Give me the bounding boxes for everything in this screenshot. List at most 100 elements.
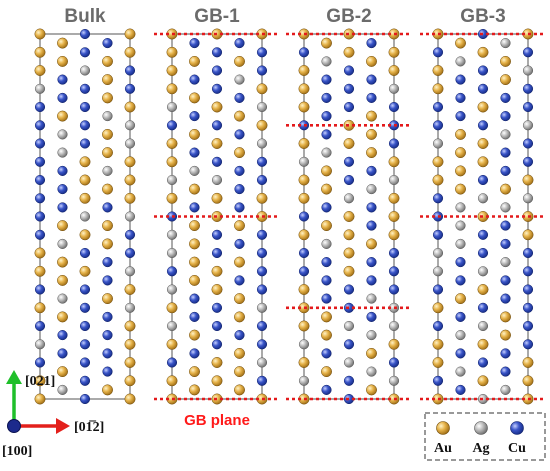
atom-au <box>321 165 332 177</box>
atom-cu <box>189 74 200 85</box>
atom-au <box>189 329 200 341</box>
gb-plane-label: GB plane <box>184 412 250 429</box>
atom-au <box>124 101 136 113</box>
atom-ag <box>366 293 377 304</box>
atom-cu <box>522 138 534 149</box>
atom-cu <box>298 266 310 277</box>
atom-cu <box>79 357 91 368</box>
atom-ag <box>343 193 355 204</box>
atom-cu <box>432 47 444 58</box>
atom-cu <box>234 275 245 286</box>
atom-ag <box>366 330 377 341</box>
atom-ag <box>166 101 178 113</box>
atom-au <box>34 247 46 259</box>
atom-cu <box>189 202 200 213</box>
atom-cu <box>432 120 444 131</box>
atom-cu <box>234 165 245 176</box>
atom-au <box>124 338 136 350</box>
atom-cu <box>343 156 355 167</box>
atom-au <box>102 92 113 104</box>
atom-cu <box>366 220 377 231</box>
atom-au <box>211 357 223 368</box>
atom-ag <box>256 357 268 368</box>
atom-au <box>124 46 136 58</box>
atom-au <box>166 65 178 76</box>
atom-ag <box>124 266 136 277</box>
legend: Au Ag Cu <box>424 412 546 461</box>
atom-au <box>166 156 178 168</box>
atom-cu <box>102 275 113 286</box>
atom-cu <box>189 111 200 122</box>
atom-au <box>189 128 200 140</box>
atom-cu <box>79 138 91 149</box>
atom-au <box>432 338 444 350</box>
atom-au <box>124 28 136 40</box>
atom-au <box>57 274 68 286</box>
atom-cu <box>34 357 46 368</box>
atom-cu <box>477 357 489 368</box>
atom-au <box>57 256 68 268</box>
atom-au <box>321 366 332 378</box>
atom-cu <box>366 165 377 176</box>
atom-au <box>34 265 46 277</box>
atom-cu <box>522 47 534 58</box>
atom-cu <box>432 101 444 113</box>
atom-ag <box>234 74 245 85</box>
atom-ag <box>366 366 377 377</box>
atom-cu <box>366 74 377 85</box>
atom-cu <box>500 165 511 176</box>
atom-ag <box>455 202 466 213</box>
atom-au <box>343 247 355 259</box>
atom-ag <box>321 56 332 67</box>
axis-012-label: [01̅2] <box>74 419 104 435</box>
legend-au-swatch <box>436 421 450 435</box>
atom-cu <box>79 28 91 40</box>
atom-au <box>124 320 136 332</box>
atom-au <box>366 128 377 140</box>
atom-cu <box>34 211 46 222</box>
atom-au <box>298 83 310 95</box>
atom-cu <box>34 229 46 240</box>
atom-cu <box>34 284 46 295</box>
atom-au <box>57 366 68 378</box>
atom-cu <box>211 302 223 313</box>
atom-cu <box>366 311 377 322</box>
atom-ag <box>432 247 444 259</box>
atom-ag <box>455 330 466 341</box>
atom-cu <box>34 320 46 332</box>
atom-cu <box>500 366 511 377</box>
atom-cu <box>102 348 113 359</box>
atom-cu <box>57 202 68 213</box>
atom-au <box>234 366 245 378</box>
atom-au <box>455 147 466 159</box>
atom-cu <box>522 320 534 332</box>
atom-ag <box>522 65 534 76</box>
atom-au <box>455 128 466 140</box>
atom-au <box>34 375 46 387</box>
atom-cu <box>455 275 466 286</box>
atom-au <box>189 384 200 396</box>
atom-au <box>366 110 377 122</box>
atom-au <box>34 65 46 76</box>
atom-cu <box>256 229 268 240</box>
atom-au <box>166 46 178 58</box>
atom-cu <box>211 65 223 76</box>
atom-au <box>166 138 178 149</box>
atom-au <box>102 74 113 86</box>
atom-ag <box>102 111 113 122</box>
atom-cu <box>477 120 489 131</box>
atom-au <box>189 256 200 268</box>
atom-cu <box>211 339 223 350</box>
atom-ag <box>500 129 511 140</box>
atom-cu <box>321 293 332 304</box>
atom-cu <box>388 247 400 259</box>
atom-cu <box>432 284 444 295</box>
atom-cu <box>388 101 400 113</box>
atom-au <box>211 192 223 204</box>
atom-au <box>57 220 68 232</box>
atom-au <box>321 37 332 49</box>
atom-cu <box>79 339 91 350</box>
atom-cu <box>522 266 534 277</box>
atom-cu <box>211 247 223 259</box>
atom-cu <box>34 174 46 186</box>
